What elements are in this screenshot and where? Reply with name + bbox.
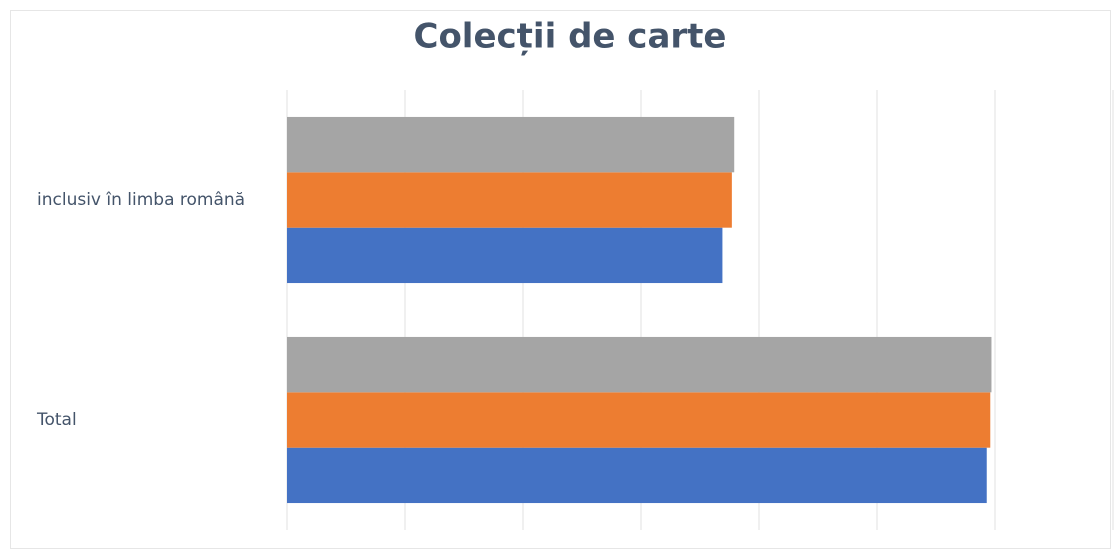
bar	[287, 227, 723, 284]
bar	[287, 116, 735, 173]
bar	[287, 172, 732, 228]
bar	[287, 392, 991, 448]
bar	[287, 447, 987, 504]
y-tick-label: Total	[36, 410, 77, 430]
y-tick-label: inclusiv în limba română	[37, 190, 245, 210]
chart-title: Colecții de carte	[414, 17, 727, 57]
bar	[287, 336, 992, 393]
